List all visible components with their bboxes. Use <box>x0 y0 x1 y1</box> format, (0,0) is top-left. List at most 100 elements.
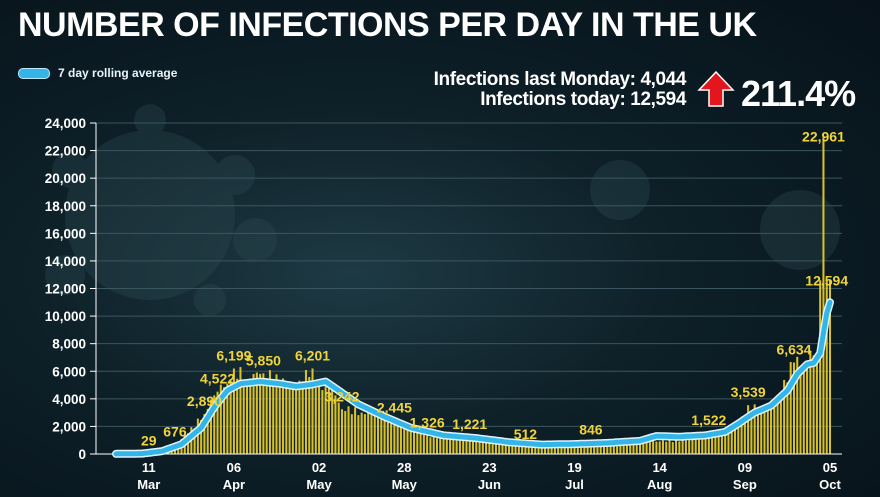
bar <box>360 412 363 454</box>
bar <box>711 430 714 454</box>
bar <box>599 443 602 454</box>
bar <box>639 441 642 454</box>
bar <box>363 414 366 454</box>
bar <box>462 437 465 454</box>
bar <box>593 443 596 454</box>
x-tick-label: 28 <box>397 460 411 475</box>
bar <box>291 386 294 454</box>
bar <box>455 437 458 454</box>
bar <box>566 444 569 454</box>
bar <box>285 386 288 454</box>
data-label: 1,522 <box>691 412 726 428</box>
bar <box>213 395 216 454</box>
bar <box>498 441 501 454</box>
bar <box>508 444 511 454</box>
x-tick-month: Jun <box>478 477 501 492</box>
bar <box>802 371 805 454</box>
bar <box>196 418 199 454</box>
bar <box>770 404 773 454</box>
bar <box>396 418 399 454</box>
bar <box>776 401 779 454</box>
x-tick-month: Sep <box>733 477 757 492</box>
bar <box>377 415 380 454</box>
data-label: 5,850 <box>246 352 281 368</box>
bar <box>200 420 203 454</box>
x-tick-label: 14 <box>652 460 667 475</box>
bar <box>249 378 252 454</box>
bar <box>334 395 337 454</box>
bar <box>753 404 756 454</box>
last-monday-count: Infections last Monday: 4,044 <box>433 69 687 90</box>
bar <box>537 446 540 454</box>
bar <box>756 413 759 454</box>
bar <box>743 416 746 454</box>
y-tick-label: 22,000 <box>45 144 86 159</box>
bar <box>229 380 232 454</box>
bar <box>658 441 661 454</box>
bar <box>779 394 782 454</box>
bar <box>691 438 694 454</box>
bar <box>239 367 242 454</box>
bar <box>806 360 809 454</box>
bar <box>449 437 452 454</box>
bar <box>468 437 471 454</box>
bar <box>471 439 475 454</box>
y-tick-label: 12,000 <box>45 282 86 297</box>
legend-swatch <box>18 67 50 79</box>
bar <box>432 434 435 454</box>
bar <box>435 438 438 454</box>
bar <box>252 373 255 454</box>
x-tick-month: Oct <box>819 477 841 492</box>
bar <box>812 355 815 454</box>
bar <box>354 407 357 454</box>
x-tick-label: 23 <box>482 460 496 475</box>
bar <box>760 412 763 454</box>
x-tick-label: 09 <box>738 460 752 475</box>
bar <box>255 372 258 454</box>
data-label: 3,539 <box>731 384 766 400</box>
legend-label: 7 day rolling average <box>58 66 178 80</box>
bar <box>616 442 619 454</box>
bar <box>419 431 422 454</box>
bar <box>589 442 592 454</box>
x-tick-label: 19 <box>567 460 581 475</box>
y-tick-label: 2,000 <box>52 419 86 434</box>
bar <box>786 382 789 454</box>
bar <box>193 428 196 454</box>
rolling-average-series <box>113 299 833 457</box>
x-tick-label: 11 <box>142 460 156 475</box>
y-tick-label: 20,000 <box>45 171 86 186</box>
bar <box>792 362 795 454</box>
bar <box>766 405 769 454</box>
x-tick-label: 05 <box>823 460 837 475</box>
x-tick-month: Aug <box>647 477 672 492</box>
bar <box>288 382 291 454</box>
data-label: 1,326 <box>410 415 445 431</box>
bar <box>796 356 799 454</box>
bar <box>403 423 406 454</box>
data-label: 4,522 <box>200 371 235 387</box>
bar <box>619 442 622 454</box>
bar <box>406 427 409 454</box>
data-label: 6,199 <box>216 348 251 364</box>
bar <box>701 435 704 454</box>
bar <box>357 415 360 454</box>
bar <box>475 436 478 454</box>
y-tick-label: 16,000 <box>45 226 86 241</box>
x-tick-month: May <box>392 477 418 492</box>
bar <box>714 434 717 454</box>
bar <box>501 443 504 454</box>
bar <box>367 410 370 454</box>
y-tick-label: 18,000 <box>45 199 86 214</box>
bar <box>265 378 268 454</box>
x-tick-month: Mar <box>137 477 160 492</box>
bar <box>429 437 432 454</box>
bar <box>223 387 226 454</box>
legend: 7 day rolling average <box>18 66 177 80</box>
bar <box>439 435 442 454</box>
y-tick-label: 8,000 <box>52 337 86 352</box>
data-label: 512 <box>514 426 538 442</box>
bar <box>521 446 524 454</box>
